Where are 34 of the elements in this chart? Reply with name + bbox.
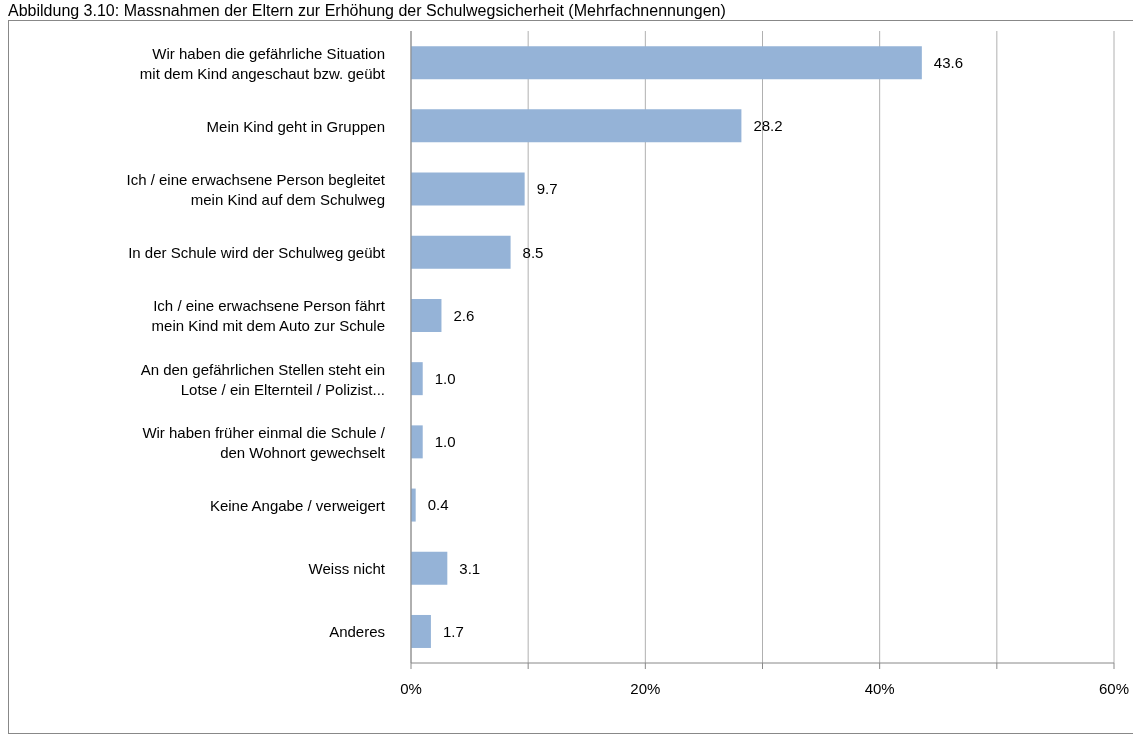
y-tick-label: Mein Kind geht in Gruppen (206, 117, 385, 135)
data-label: 0.4 (427, 496, 449, 514)
bar (411, 425, 423, 459)
bar (411, 172, 525, 206)
y-tick-label: Ich / eine erwachsene Person begleitet mein Kind auf dem Schulweg (126, 170, 386, 208)
y-tick-label: Wir haben die gefährliche Situation mit dem Kind angeschaut bzw. geübt (139, 44, 386, 82)
data-label: 8.5 (522, 243, 544, 261)
chart-title: Abbildung 3.10: Massnahmen der Eltern zur Erhöhung der Schulwegsicherheit (Mehrfachnennungen) (8, 2, 727, 20)
x-tick-label: 20% (630, 679, 661, 697)
bar (411, 235, 511, 269)
bar (411, 362, 423, 396)
y-tick-label: Wir haben früher einmal die Schule / den Wohnort gewechselt (142, 423, 386, 461)
y-tick-label: Weiss nicht (308, 559, 386, 577)
data-label: 1.7 (442, 622, 464, 640)
data-label: 1.0 (434, 433, 456, 451)
bar (411, 298, 442, 332)
data-label: 2.6 (453, 306, 475, 324)
x-tick-label: 40% (864, 679, 895, 697)
data-label: 28.2 (753, 117, 783, 135)
x-tick-label: 60% (1098, 679, 1130, 697)
data-label: 3.1 (459, 559, 481, 577)
bar (411, 109, 742, 143)
y-tick-label: Anderes (329, 622, 385, 640)
x-tick-label: 0% (400, 679, 422, 697)
y-tick-label: Keine Angabe / verweigert (209, 496, 386, 514)
y-tick-label: In der Schule wird der Schulweg geübt (128, 243, 386, 261)
data-label: 9.7 (536, 180, 558, 198)
bar (411, 551, 448, 585)
data-label: 43.6 (933, 53, 964, 71)
bar (411, 614, 431, 648)
y-tick-label: Ich / eine erwachsene Person fährt mein Kind mit dem Auto zur Schule (151, 296, 386, 334)
data-label: 1.0 (434, 369, 456, 387)
y-tick-label: An den gefährlichen Stellen steht ein Lotse / ein Elternteil / Polizist... (140, 360, 385, 398)
bar (411, 46, 922, 80)
